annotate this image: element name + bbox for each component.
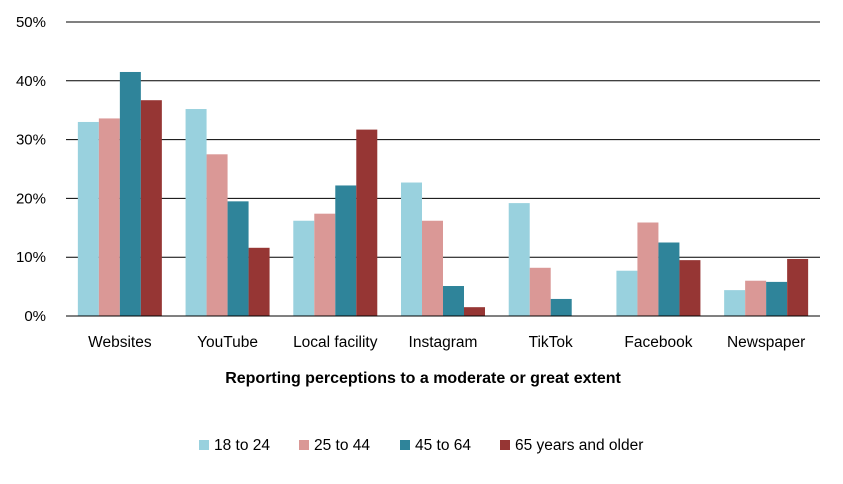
bar bbox=[658, 242, 680, 316]
bar bbox=[529, 267, 551, 316]
bar bbox=[77, 121, 99, 317]
y-axis-ticks: 0% 10% 20% 30% 40% 50% bbox=[16, 14, 46, 325]
y-tick-label: 20% bbox=[16, 190, 46, 207]
x-category-label: Facebook bbox=[624, 334, 692, 351]
bar bbox=[422, 220, 443, 316]
bar bbox=[401, 182, 422, 316]
bar bbox=[227, 201, 249, 316]
bar bbox=[508, 203, 530, 316]
x-category-label: TikTok bbox=[529, 334, 573, 351]
x-axis-label: Reporting perceptions to a moderate or g… bbox=[225, 370, 621, 387]
bar bbox=[119, 71, 141, 316]
bars bbox=[77, 71, 809, 317]
bar bbox=[679, 260, 701, 316]
x-category-label: Websites bbox=[88, 334, 152, 351]
bar bbox=[293, 220, 315, 316]
bar bbox=[443, 286, 464, 316]
y-tick-label: 10% bbox=[16, 249, 46, 266]
bar bbox=[314, 213, 336, 316]
bar bbox=[787, 258, 809, 316]
y-tick-label: 40% bbox=[16, 73, 46, 90]
legend-label: 18 to 24 bbox=[214, 437, 270, 454]
y-tick-label: 0% bbox=[24, 308, 46, 325]
legend-label: 25 to 44 bbox=[314, 437, 370, 454]
x-category-label: Newspaper bbox=[727, 334, 805, 351]
bar bbox=[464, 307, 485, 316]
bar bbox=[185, 109, 207, 316]
legend-label: 65 years and older bbox=[515, 437, 643, 454]
x-category-label: Local facility bbox=[293, 334, 378, 351]
bar bbox=[550, 298, 572, 316]
bar bbox=[766, 281, 788, 316]
bar bbox=[248, 247, 270, 316]
bar bbox=[356, 129, 378, 316]
bar bbox=[724, 290, 746, 316]
y-tick-label: 50% bbox=[16, 14, 46, 31]
bar bbox=[637, 222, 659, 316]
x-category-label: Instagram bbox=[409, 334, 478, 351]
bar bbox=[98, 118, 120, 316]
legend-label: 45 to 64 bbox=[415, 437, 471, 454]
x-category-label: YouTube bbox=[197, 334, 258, 351]
legend-swatch bbox=[299, 440, 309, 450]
legend-swatch bbox=[400, 440, 410, 450]
y-tick-label: 30% bbox=[16, 132, 46, 149]
legend-swatch bbox=[199, 440, 209, 450]
bar bbox=[206, 154, 228, 316]
legend-swatch bbox=[500, 440, 510, 450]
bar bbox=[745, 280, 767, 316]
x-axis-categories: Websites YouTube Local facility Instagram Ti… bbox=[88, 334, 805, 351]
bar bbox=[335, 185, 357, 316]
legend: 18 to 24 25 to 44 45 to 64 65 years and old… bbox=[199, 437, 643, 454]
bar bbox=[616, 270, 638, 316]
bar bbox=[140, 100, 162, 316]
